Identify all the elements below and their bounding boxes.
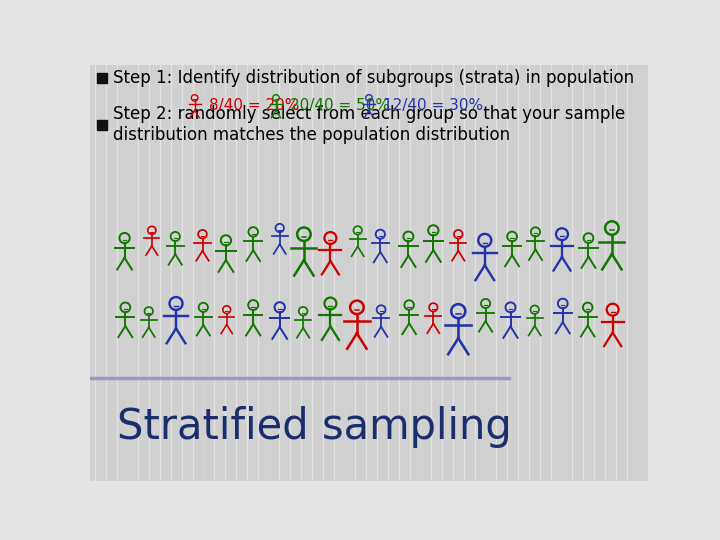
Text: Stratified sampling: Stratified sampling bbox=[117, 406, 512, 448]
Text: Step 1: Identify distribution of subgroups (strata) in population: Step 1: Identify distribution of subgrou… bbox=[113, 69, 634, 87]
Text: Step 2: randomly select from each group so that your sample
distribution matches: Step 2: randomly select from each group … bbox=[113, 105, 626, 144]
Text: 12/40 = 30%: 12/40 = 30% bbox=[383, 98, 483, 113]
Text: 8/40 = 20%: 8/40 = 20% bbox=[209, 98, 299, 113]
Text: 20/40 = 50%: 20/40 = 50% bbox=[290, 98, 390, 113]
